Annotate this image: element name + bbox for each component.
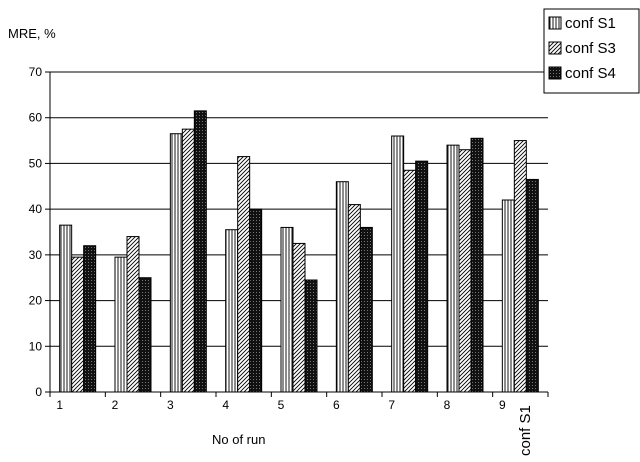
legend: conf S1 conf S3 conf S4 bbox=[543, 8, 640, 94]
legend-swatch-s1 bbox=[548, 16, 562, 30]
x-tick-label: 7 bbox=[388, 398, 395, 412]
bar-s4-run-9 bbox=[525, 178, 539, 393]
legend-label-s1: conf S1 bbox=[565, 15, 616, 32]
x-tick-label: 2 bbox=[112, 398, 119, 412]
y-tick-label: 70 bbox=[29, 65, 43, 79]
bar-s3-run-6 bbox=[347, 204, 361, 393]
vertical-annotation: conf S1 bbox=[517, 405, 534, 456]
axes bbox=[49, 72, 548, 393]
legend-swatch-s4 bbox=[548, 66, 562, 80]
bar-s1-run-7 bbox=[391, 135, 405, 393]
bar-s4-run-7 bbox=[415, 160, 429, 393]
bar-s4-run-2 bbox=[138, 277, 152, 393]
x-tick-label: 6 bbox=[333, 398, 340, 412]
x-tick-label: 4 bbox=[222, 398, 229, 412]
bar-s3-run-1 bbox=[71, 256, 85, 393]
bar-s4-run-5 bbox=[304, 279, 318, 393]
bar-s1-run-6 bbox=[335, 181, 349, 393]
y-axis-ticks: 0 10 20 30 40 50 60 70 bbox=[29, 65, 50, 399]
y-axis-label: MRE, % bbox=[8, 26, 56, 41]
bar-s3-run-7 bbox=[403, 169, 417, 393]
bar-s4-run-3 bbox=[193, 110, 207, 393]
x-tick-label: 5 bbox=[278, 398, 285, 412]
x-axis-label: No of run bbox=[212, 432, 265, 447]
bar-s3-run-9 bbox=[513, 140, 527, 393]
bar-s4-run-4 bbox=[249, 208, 263, 393]
y-tick-label: 10 bbox=[29, 339, 43, 353]
bar-s1-run-5 bbox=[280, 226, 294, 393]
legend-label-s3: conf S3 bbox=[565, 40, 616, 57]
y-tick-label: 0 bbox=[35, 385, 42, 399]
bar-s4-run-6 bbox=[359, 226, 373, 393]
y-tick-label: 50 bbox=[29, 156, 43, 170]
bar-s3-run-3 bbox=[181, 128, 195, 393]
y-tick-label: 30 bbox=[29, 248, 43, 262]
x-axis-ticks: 1 2 3 4 5 6 7 8 9 bbox=[49, 392, 549, 412]
x-tick-label: 9 bbox=[499, 398, 506, 412]
bar-s4-run-1 bbox=[83, 245, 97, 393]
bar-s4-run-8 bbox=[470, 137, 484, 393]
bar-s1-run-2 bbox=[114, 256, 128, 393]
legend-swatch-s3 bbox=[548, 41, 562, 55]
y-tick-label: 40 bbox=[29, 202, 43, 216]
bars bbox=[59, 110, 539, 393]
bar-s3-run-4 bbox=[237, 156, 251, 393]
bar-s3-run-8 bbox=[458, 149, 472, 393]
bar-s1-run-3 bbox=[169, 133, 183, 393]
bar-s1-run-9 bbox=[501, 199, 515, 393]
legend-label-s4: conf S4 bbox=[565, 65, 616, 82]
bar-s1-run-1 bbox=[59, 224, 73, 393]
x-tick-label: 1 bbox=[56, 398, 63, 412]
y-tick-label: 20 bbox=[29, 294, 43, 308]
x-tick-label: 3 bbox=[167, 398, 174, 412]
bar-s3-run-2 bbox=[126, 236, 140, 393]
y-tick-label: 60 bbox=[29, 111, 43, 125]
bar-s1-run-8 bbox=[446, 144, 460, 393]
x-tick-label: 8 bbox=[444, 398, 451, 412]
bar-s1-run-4 bbox=[225, 229, 239, 393]
bar-s3-run-5 bbox=[292, 242, 306, 393]
